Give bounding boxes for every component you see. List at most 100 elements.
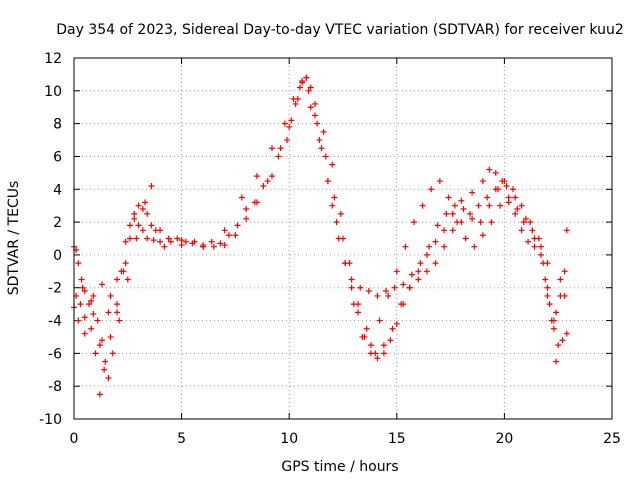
data-point	[367, 342, 374, 349]
data-point	[537, 243, 544, 250]
series-track-1	[71, 74, 570, 381]
data-point	[286, 123, 293, 130]
data-point	[479, 232, 486, 239]
data-point	[312, 100, 319, 107]
data-point	[486, 202, 493, 209]
y-tick-labels: -10 -8 -6 -4 -2 0 2 4 6 8 10 12	[39, 51, 62, 428]
data-point	[105, 374, 112, 381]
data-point	[264, 178, 271, 185]
data-point	[389, 325, 396, 332]
data-point	[479, 178, 486, 185]
data-point	[142, 199, 149, 206]
data-point	[408, 271, 415, 278]
data-point	[109, 350, 116, 357]
data-point	[114, 276, 121, 283]
data-point	[469, 189, 476, 196]
data-point	[542, 276, 549, 283]
data-point	[165, 235, 172, 242]
data-point	[563, 227, 570, 234]
data-point	[288, 117, 295, 124]
x-tick-label: 0	[70, 431, 79, 447]
data-point	[150, 237, 157, 244]
data-point	[449, 227, 456, 234]
y-tick-label: -2	[48, 281, 62, 297]
data-point	[174, 235, 181, 242]
data-point	[225, 232, 232, 239]
data-point	[477, 219, 484, 226]
data-point	[208, 238, 215, 245]
data-point	[284, 137, 291, 144]
data-point	[78, 276, 85, 283]
data-point	[563, 330, 570, 337]
data-point	[546, 301, 553, 308]
data-point	[268, 173, 275, 180]
data-point	[96, 342, 103, 349]
data-point	[320, 128, 327, 135]
data-point	[380, 342, 387, 349]
data-point	[514, 205, 521, 212]
data-point	[126, 222, 133, 229]
data-point	[296, 84, 303, 91]
data-point	[79, 284, 86, 291]
data-point	[292, 100, 299, 107]
data-point	[501, 178, 508, 185]
data-point	[124, 276, 131, 283]
y-tick-label: 4	[53, 182, 62, 198]
y-tick-label: 0	[53, 248, 62, 264]
data-point	[469, 215, 476, 222]
data-point	[428, 186, 435, 193]
data-point	[318, 145, 325, 152]
data-point	[139, 205, 146, 212]
data-point	[449, 210, 456, 217]
data-points	[71, 74, 570, 398]
data-point	[253, 173, 260, 180]
data-point	[221, 242, 228, 249]
data-point	[531, 243, 538, 250]
data-point	[445, 194, 452, 201]
data-point	[525, 238, 532, 245]
data-point	[423, 251, 430, 258]
data-point	[114, 301, 121, 308]
data-point	[346, 260, 353, 267]
data-point	[520, 219, 527, 226]
data-point	[376, 317, 383, 324]
data-point	[191, 238, 198, 245]
data-point	[133, 235, 140, 242]
data-point	[107, 292, 114, 299]
data-point	[86, 301, 93, 308]
data-point	[434, 222, 441, 229]
data-point	[210, 243, 217, 250]
data-point	[426, 243, 433, 250]
data-point	[357, 284, 364, 291]
data-point	[488, 219, 495, 226]
data-point	[260, 182, 267, 189]
data-point	[200, 242, 207, 249]
data-point	[402, 243, 409, 250]
data-point	[221, 227, 228, 234]
data-point	[88, 325, 95, 332]
data-point	[94, 317, 101, 324]
data-point	[550, 317, 557, 324]
data-point	[90, 310, 97, 317]
data-point	[512, 210, 519, 217]
data-point	[529, 227, 536, 234]
x-tick-label: 5	[177, 431, 186, 447]
x-tick-label: 25	[603, 431, 621, 447]
data-point	[398, 301, 405, 308]
data-point	[234, 222, 241, 229]
data-point	[101, 366, 108, 373]
data-point	[443, 210, 450, 217]
y-tick-label: 10	[44, 84, 62, 100]
data-point	[557, 276, 564, 283]
data-point	[251, 199, 258, 206]
data-point	[217, 240, 224, 247]
data-point	[550, 325, 557, 332]
data-point	[90, 292, 97, 299]
data-point	[329, 202, 336, 209]
y-tick-label: 12	[44, 51, 62, 67]
data-point	[436, 178, 443, 185]
data-point	[305, 87, 312, 94]
data-point	[268, 145, 275, 152]
data-point	[441, 243, 448, 250]
